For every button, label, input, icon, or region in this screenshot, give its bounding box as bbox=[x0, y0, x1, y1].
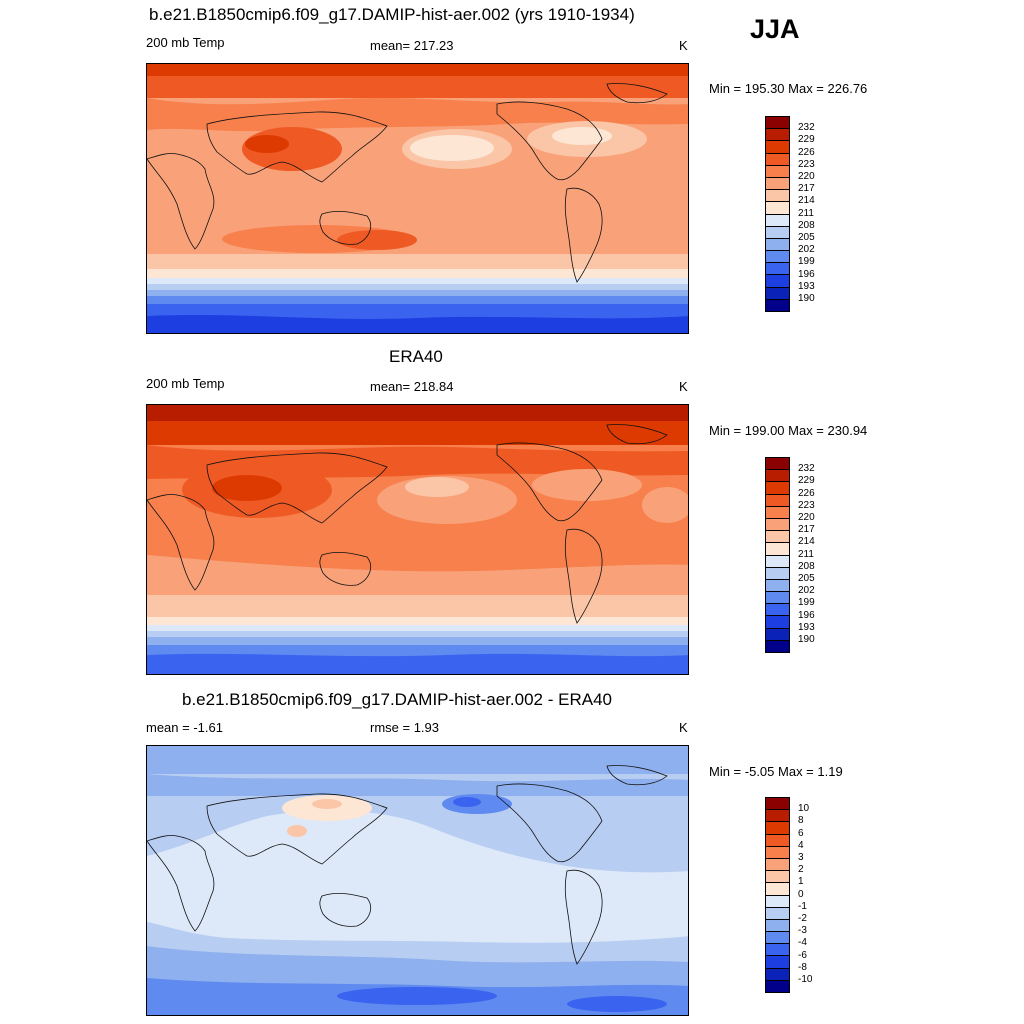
panel-3-colorbar-label: 6 bbox=[798, 827, 804, 839]
panel-3-colorbar-label: -1 bbox=[798, 900, 807, 912]
panel-1-map-field bbox=[147, 64, 688, 333]
panel-3-title: b.e21.B1850cmip6.f09_g17.DAMIP-hist-aer.… bbox=[182, 690, 612, 709]
panel-1-colorbar-label: 199 bbox=[798, 256, 815, 268]
panel-3-minmax-label: Min = -5.05 Max = 1.19 bbox=[709, 764, 843, 779]
panel-3-colorbar-swatch bbox=[765, 979, 790, 993]
panel-1-map bbox=[146, 63, 689, 334]
panel-3-mean-label: mean = -1.61 bbox=[146, 720, 223, 735]
panel-1-title: b.e21.B1850cmip6.f09_g17.DAMIP-hist-aer.… bbox=[149, 5, 635, 24]
panel-1-colorbar-swatch bbox=[765, 298, 790, 312]
panel-1-units-label: K bbox=[679, 38, 688, 53]
panel-2-colorbar-label: 226 bbox=[798, 487, 815, 499]
panel-3-rmse-label: rmse = 1.93 bbox=[370, 720, 440, 735]
panel-2-colorbar-label: 202 bbox=[798, 585, 815, 597]
panel-3-colorbar-label: 3 bbox=[798, 852, 804, 863]
panel-1-colorbar-label: 214 bbox=[798, 195, 815, 207]
panel-2-colorbar-label: 220 bbox=[798, 512, 815, 523]
panel-2-minmax-label: Min = 199.00 Max = 230.94 bbox=[709, 423, 868, 438]
panel-1-minmax-label: Min = 195.30 Max = 226.76 bbox=[709, 81, 868, 96]
panel-1-colorbar-label: 223 bbox=[798, 158, 815, 170]
panel-1-colorbar-label: 205 bbox=[798, 232, 815, 243]
panel-3-map bbox=[146, 745, 689, 1016]
panel-1-colorbar-label: 190 bbox=[798, 293, 815, 304]
panel-1-colorbar: 232 229 226 223 220 217 214 211 208 205 202 199 196 1… bbox=[765, 116, 815, 312]
panel-3-colorbar: 10 8 6 4 3 2 1 0 -1 -2 -3 -4 -6 -8 -10 bbox=[765, 797, 812, 993]
panel-2-map-field bbox=[147, 405, 688, 674]
panel-1-mean-label: mean= 217.23 bbox=[370, 38, 454, 53]
panel-3-units-label: K bbox=[679, 720, 688, 735]
panel-2-variable-label: 200 mb Temp bbox=[146, 376, 225, 391]
panel-1-colorbar-label: 226 bbox=[798, 146, 815, 158]
panel-3-colorbar-label: -8 bbox=[798, 961, 807, 973]
panel-3-colorbar-label: 2 bbox=[798, 864, 804, 876]
panel-2-colorbar-label: 229 bbox=[798, 475, 815, 487]
panel-1-colorbar-label: 232 bbox=[798, 122, 815, 134]
panel-3-colorbar-label: 1 bbox=[798, 876, 804, 888]
panel-2-colorbar-label: 190 bbox=[798, 634, 815, 645]
panel-2-map bbox=[146, 404, 689, 675]
panel-1-colorbar-label: 208 bbox=[798, 219, 815, 231]
panel-1-colorbar-label: 211 bbox=[798, 207, 814, 219]
panel-2-colorbar-label: 208 bbox=[798, 560, 815, 572]
season-label: JJA bbox=[750, 14, 800, 44]
panel-2-colorbar-boxes bbox=[765, 457, 790, 653]
panel-1-colorbar-label: 193 bbox=[798, 280, 815, 292]
panel-2-colorbar-label: 223 bbox=[798, 499, 815, 511]
panel-2-mean-label: mean= 218.84 bbox=[370, 379, 454, 394]
panel-3-colorbar-label: -2 bbox=[798, 913, 807, 924]
panel-3-colorbar-label: -6 bbox=[798, 949, 807, 961]
panel-1-colorbar-label: 196 bbox=[798, 268, 815, 280]
panel-1-colorbar-label: 220 bbox=[798, 171, 815, 182]
panel-2-colorbar-label: 211 bbox=[798, 548, 814, 560]
panel-3-colorbar-label: 0 bbox=[798, 888, 804, 900]
panel-2-title: ERA40 bbox=[389, 347, 443, 366]
panel-2-colorbar-label: 232 bbox=[798, 463, 815, 475]
panel-3-colorbar-label: 10 bbox=[798, 803, 810, 815]
panel-1-colorbar-boxes bbox=[765, 116, 790, 312]
panel-2-colorbar-label: 193 bbox=[798, 621, 815, 633]
panel-3-colorbar-boxes bbox=[765, 797, 790, 993]
panel-3-colorbar-label: 4 bbox=[798, 839, 804, 851]
panel-2-colorbar-label: 196 bbox=[798, 609, 815, 621]
panel-2-colorbar-swatch bbox=[765, 639, 790, 653]
panel-3-map-field bbox=[147, 746, 688, 1015]
panel-2-units-label: K bbox=[679, 379, 688, 394]
panel-3-colorbar-label: 8 bbox=[798, 815, 804, 827]
panel-3-colorbar-label: -3 bbox=[798, 925, 807, 937]
panel-2-colorbar-label: 199 bbox=[798, 597, 815, 609]
panel-1-colorbar-label: 217 bbox=[798, 183, 815, 195]
panel-3-colorbar-label: -10 bbox=[798, 974, 813, 985]
panel-2-colorbar-label: 214 bbox=[798, 536, 815, 548]
panel-3-colorbar-label: -4 bbox=[798, 937, 807, 949]
panel-1-colorbar-label: 202 bbox=[798, 244, 815, 256]
panel-1-variable-label: 200 mb Temp bbox=[146, 35, 225, 50]
panel-2-colorbar-label: 205 bbox=[798, 573, 815, 584]
panel-2-colorbar: 232 229 226 223 220 217 214 211 208 205 202 199 196 1… bbox=[765, 457, 815, 653]
panel-2-colorbar-label: 217 bbox=[798, 524, 815, 536]
panel-1-colorbar-label: 229 bbox=[798, 134, 815, 146]
